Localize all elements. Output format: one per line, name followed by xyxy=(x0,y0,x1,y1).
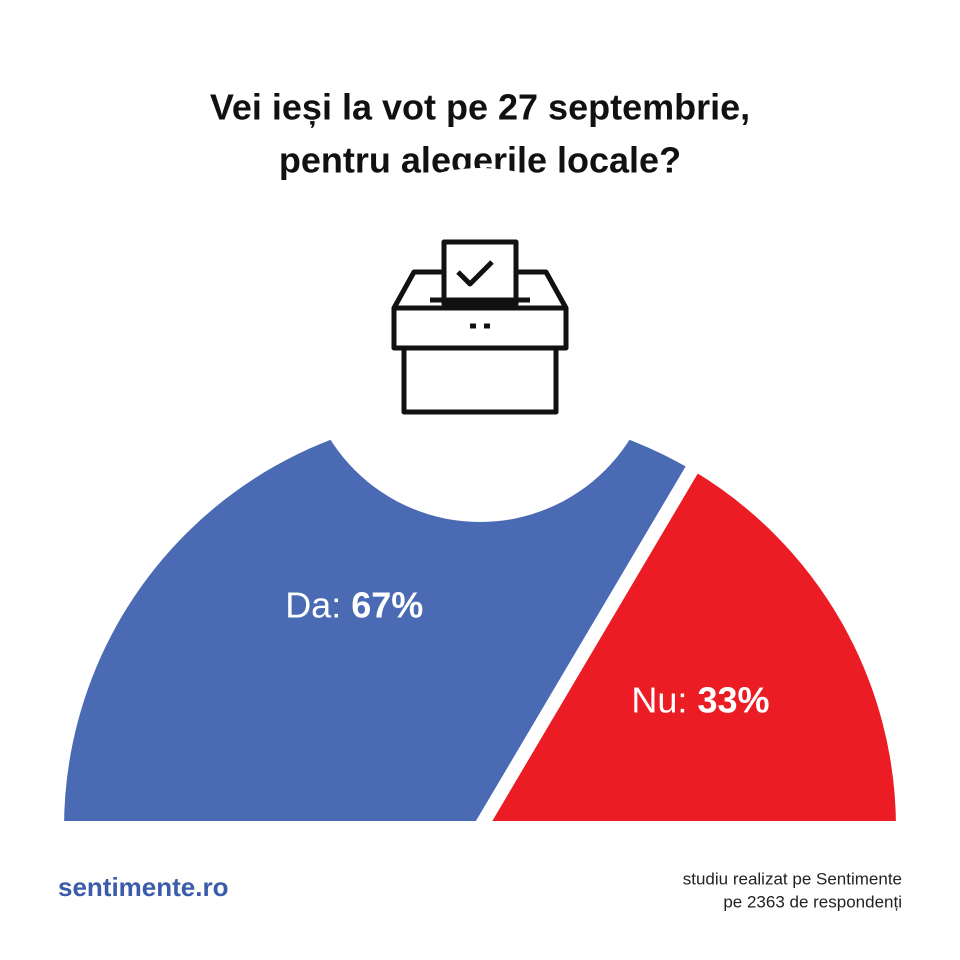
slice xyxy=(467,454,911,835)
value-label: 33% xyxy=(697,679,769,720)
labels: Da: 67% Nu: 33% xyxy=(285,584,769,720)
value-label: 67% xyxy=(351,584,423,625)
source: pe 2363 de respondenți xyxy=(723,892,902,911)
category-label: Nu: xyxy=(631,679,687,720)
logo: sentimente.ro xyxy=(58,872,229,902)
slice-label: Nu: 33% xyxy=(631,679,769,720)
ballot-icon xyxy=(391,239,569,415)
source: studiu realizat pe Sentimente xyxy=(683,869,902,888)
cutout xyxy=(303,168,657,522)
category-label: Da: xyxy=(285,584,341,625)
chart-title: Vei ieși la vot pe 27 septembrie, xyxy=(210,87,750,128)
slice-label: Da: 67% xyxy=(285,584,423,625)
